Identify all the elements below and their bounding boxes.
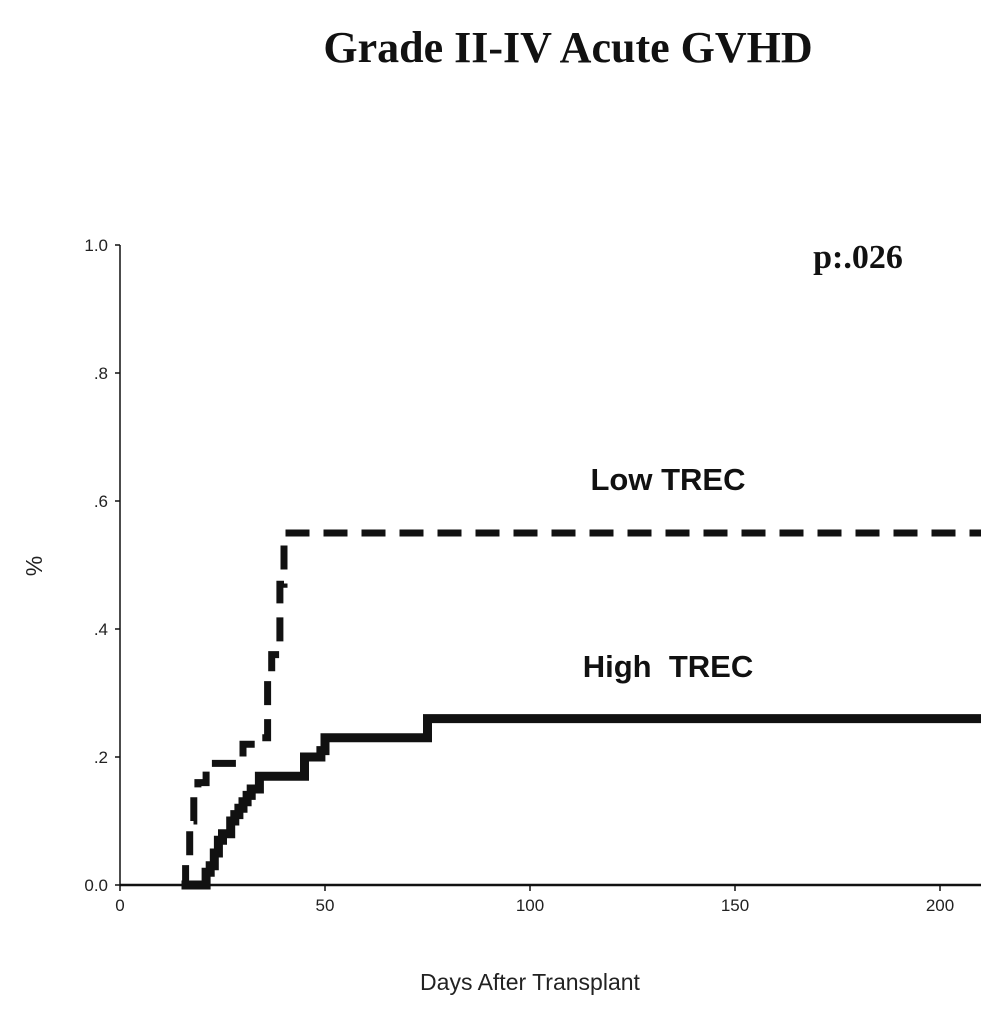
series-line-low-trec [181, 529, 981, 889]
x-axis-label: Days After Transplant [420, 969, 640, 995]
y-axis-label: % [21, 556, 47, 576]
axis-ticks: 0 50 100 150 200 0.0 .2 .4 .6 .8 1.0 [84, 236, 954, 915]
y-tick-label: .4 [94, 620, 108, 639]
x-tick-label: 100 [516, 896, 544, 915]
y-tick-label: 0.0 [84, 876, 108, 895]
x-tick-label: 150 [721, 896, 749, 915]
x-tick-label: 50 [316, 896, 335, 915]
chart-title: Grade II-IV Acute GVHD [323, 23, 812, 72]
series-layer [181, 529, 981, 890]
y-tick-label: .6 [94, 492, 108, 511]
x-tick-label: 200 [926, 896, 954, 915]
series-line-high-trec [181, 714, 981, 890]
y-tick-label: 1.0 [84, 236, 108, 255]
p-value-annotation: p:.026 [813, 239, 903, 276]
x-tick-label: 0 [115, 896, 124, 915]
y-tick-label: .2 [94, 748, 108, 767]
series-label-low-trec: Low TREC [591, 462, 746, 497]
y-tick-label: .8 [94, 364, 108, 383]
series-label-high-trec: High TREC [583, 649, 754, 684]
